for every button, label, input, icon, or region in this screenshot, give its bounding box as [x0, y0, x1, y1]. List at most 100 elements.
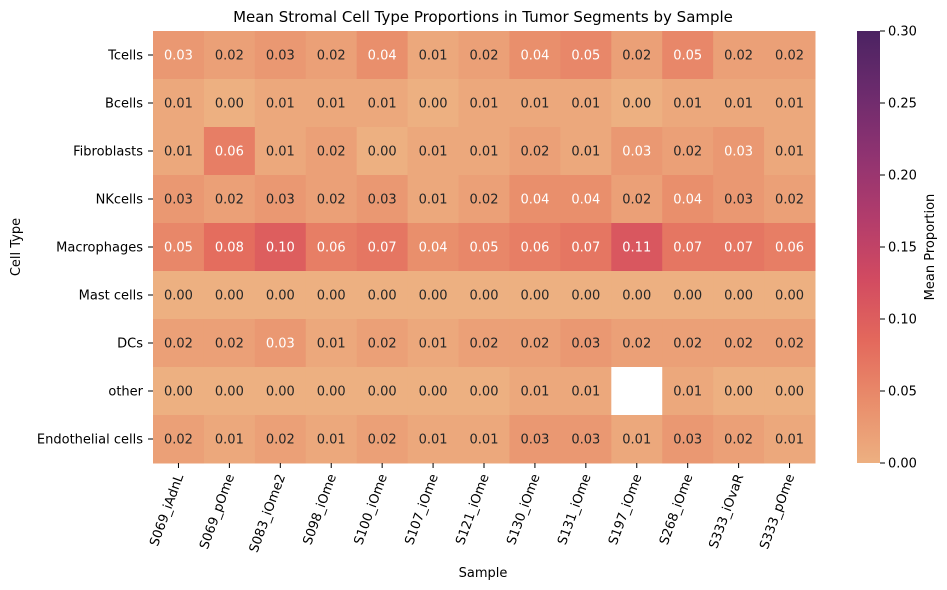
heatmap-cell [356, 415, 409, 464]
cell-value-label: 0.03 [673, 433, 702, 448]
y-tick-label: DCs [117, 337, 143, 352]
cell-value-label: 0.00 [470, 385, 499, 400]
cell-value-label: 0.01 [368, 97, 397, 112]
cell-value-label: 0.02 [470, 337, 499, 352]
y-tick-label: Fibroblasts [73, 145, 143, 160]
cell-value-label: 0.01 [775, 145, 804, 160]
cell-value-label: 0.06 [215, 145, 244, 160]
heatmap-cell [713, 271, 765, 320]
colorbar-ticks: 0.00 0.05 0.10 0.15 0.20 0.25 0.30 [880, 25, 917, 472]
cell-value-label: 0.02 [164, 337, 193, 352]
heatmap-cell [458, 319, 510, 368]
cell-value-label: 0.00 [775, 289, 804, 304]
heatmap-cell [713, 175, 765, 224]
heatmap-cell [764, 127, 816, 176]
heatmap-cell [713, 223, 765, 272]
heatmap-cell [356, 223, 409, 272]
heatmap-cell [713, 415, 765, 464]
heatmap-cell [305, 127, 358, 176]
cell-value-label: 0.00 [520, 289, 549, 304]
x-tick-label: S121_iOme [453, 472, 492, 547]
cell-value-label: 0.00 [266, 289, 295, 304]
cell-value-label: 0.06 [775, 241, 804, 256]
heatmap-cell [153, 415, 205, 464]
cell-value-label: 0.02 [724, 49, 753, 64]
heatmap-cell [662, 319, 714, 368]
cell-value-label: 0.01 [571, 385, 600, 400]
cell-value-label: 0.03 [266, 193, 295, 208]
heatmap-cell [254, 31, 307, 80]
heatmap-cell [764, 175, 816, 224]
cell-value-label: 0.02 [775, 193, 804, 208]
cell-value-label: 0.02 [724, 337, 753, 352]
heatmap-cell [509, 79, 561, 128]
heatmap-cell [713, 127, 765, 176]
heatmap-cell [764, 319, 816, 368]
cell-value-label: 0.03 [724, 145, 753, 160]
y-tick-label: Bcells [105, 97, 143, 112]
cell-value-label: 0.08 [215, 241, 244, 256]
heatmap-cell [305, 223, 358, 272]
heatmap-cell [305, 319, 358, 368]
heatmap-cell [509, 271, 561, 320]
heatmap-cell [305, 415, 358, 464]
cell-value-label: 0.01 [419, 145, 448, 160]
heatmap-cell [356, 79, 409, 128]
cell-value-label: 0.01 [775, 97, 804, 112]
cell-value-label: 0.01 [419, 433, 448, 448]
heatmap-cell [407, 79, 460, 128]
heatmap-cell [458, 223, 510, 272]
heatmap-cell [560, 31, 612, 80]
cell-value-label: 0.02 [775, 49, 804, 64]
heatmap-cell [560, 319, 612, 368]
heatmap-cell [611, 415, 663, 464]
y-tick-label: Endothelial cells [37, 433, 143, 448]
cell-value-label: 0.00 [419, 97, 448, 112]
heatmap-cell [356, 367, 409, 416]
heatmap-cell [254, 223, 307, 272]
cell-value-label: 0.01 [419, 337, 448, 352]
y-axis-label: Cell Type [9, 218, 24, 276]
heatmap-cell [407, 415, 460, 464]
cell-value-label: 0.01 [266, 97, 295, 112]
y-tick-label: Macrophages [56, 241, 143, 256]
cell-value-label: 0.06 [317, 241, 346, 256]
x-tick-label: S268_iOme [657, 472, 696, 547]
heatmap-cell [356, 31, 409, 80]
heatmap-cell [509, 223, 561, 272]
cell-value-label: 0.04 [419, 241, 448, 256]
cell-value-label: 0.05 [470, 241, 499, 256]
colorbar-tick-label: 0.10 [888, 313, 917, 328]
heatmap-cell [560, 223, 612, 272]
cell-value-label: 0.01 [164, 145, 193, 160]
heatmap-cell [153, 223, 205, 272]
heatmap-cell [662, 127, 714, 176]
cell-value-label: 0.01 [571, 145, 600, 160]
cell-value-label: 0.01 [215, 433, 244, 448]
cell-value-label: 0.04 [520, 193, 549, 208]
heatmap-cell [356, 127, 409, 176]
cell-value-label: 0.01 [317, 337, 346, 352]
cell-value-label: 0.02 [368, 433, 397, 448]
x-tick-label: S333_pOme [757, 472, 798, 551]
cell-value-label: 0.01 [673, 97, 702, 112]
cell-value-label: 0.00 [368, 289, 397, 304]
cell-value-label: 0.02 [520, 337, 549, 352]
x-tick-label: S100_iOme [351, 472, 390, 547]
cell-value-label: 0.03 [571, 433, 600, 448]
heatmap-cell [662, 367, 714, 416]
heatmap-cell [407, 367, 460, 416]
cell-value-label: 0.02 [520, 145, 549, 160]
heatmap-cell [153, 319, 205, 368]
x-tick-label: S069_pOme [197, 472, 238, 551]
heatmap-cell [203, 271, 256, 320]
x-tick-label: S107_iOme [402, 472, 441, 547]
cell-value-label: 0.07 [724, 241, 753, 256]
cell-value-label: 0.01 [622, 433, 651, 448]
heatmap-cell [254, 271, 307, 320]
heatmap-cell [254, 415, 307, 464]
cell-value-label: 0.02 [368, 337, 397, 352]
heatmap-cell [509, 127, 561, 176]
cell-value-label: 0.07 [368, 241, 397, 256]
cell-value-label: 0.03 [368, 193, 397, 208]
